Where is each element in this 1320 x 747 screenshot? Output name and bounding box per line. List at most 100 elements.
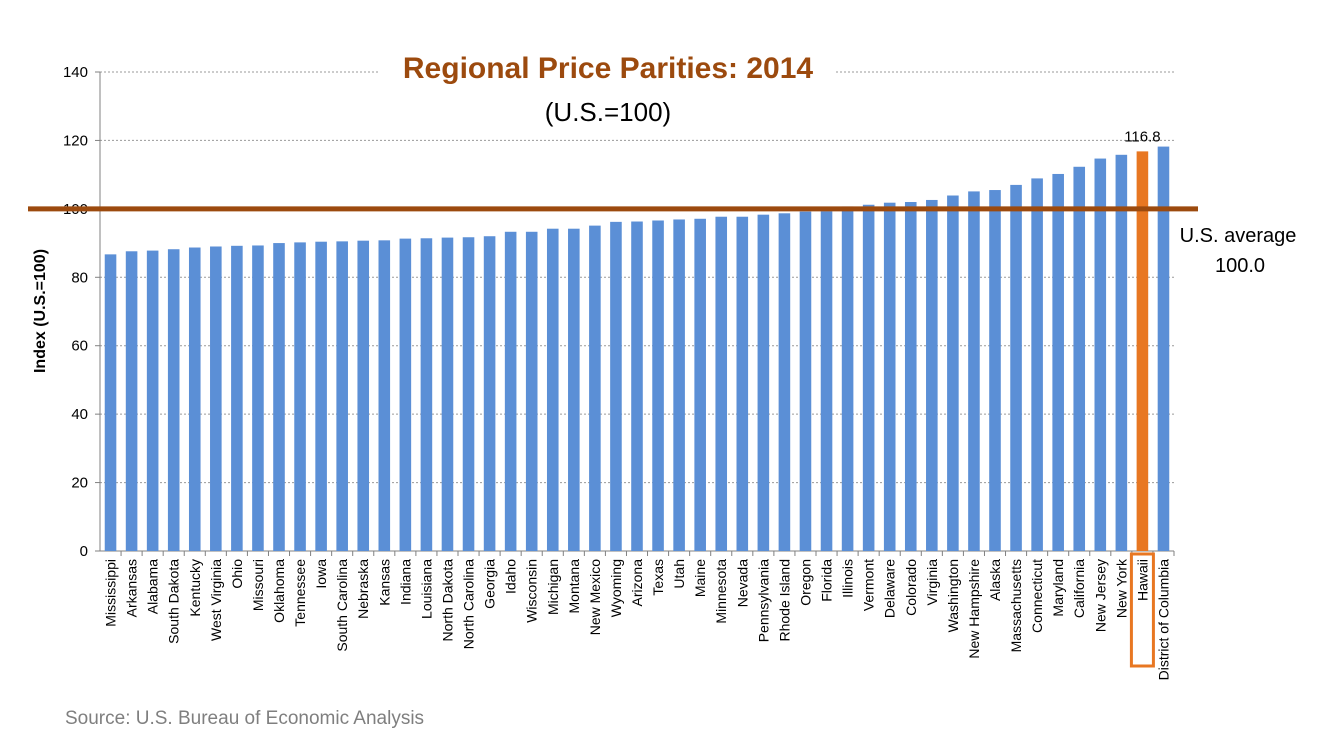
category-label: Idaho [503, 559, 519, 594]
category-label: Maryland [1050, 559, 1066, 617]
category-label: Oklahoma [271, 559, 287, 623]
bar [378, 240, 391, 551]
category-label: North Dakota [439, 559, 455, 642]
bar [715, 216, 728, 551]
category-label: New Jersey [1092, 559, 1108, 632]
highlight-label-box [1129, 552, 1155, 668]
category-label: Missouri [250, 559, 266, 611]
bar [947, 195, 959, 552]
bar [568, 228, 580, 552]
category-label: Illinois [840, 559, 856, 598]
bar [1115, 154, 1128, 551]
us-average-value: 100.0 [1215, 255, 1265, 277]
category-label: South Carolina [334, 559, 350, 652]
bar [631, 221, 643, 552]
bar [778, 213, 791, 551]
category-label: West Virginia [208, 559, 224, 641]
bar [125, 251, 138, 552]
category-label: Arkansas [124, 559, 140, 617]
category-label: Rhode Island [776, 559, 792, 642]
bar [252, 245, 264, 551]
bar [146, 250, 159, 551]
bar [673, 219, 685, 552]
bar [188, 247, 201, 551]
source-note: Source: U.S. Bureau of Economic Analysis [65, 708, 424, 729]
bar [336, 241, 348, 551]
bar [610, 221, 622, 551]
bar [462, 237, 475, 551]
y-tick-label: 120 [63, 132, 88, 149]
bar [420, 238, 433, 551]
category-label: Mississippi [103, 559, 119, 627]
category-label: Utah [671, 559, 687, 589]
chart-subtitle: (U.S.=100) [545, 97, 671, 127]
bar [904, 202, 917, 551]
bar [399, 238, 412, 551]
bar [926, 199, 938, 551]
y-axis-ticks: 020406080100120140 [63, 64, 100, 560]
y-tick-label: 80 [71, 269, 88, 286]
title-backdrop [380, 48, 835, 88]
category-label: California [1071, 559, 1087, 618]
category-label: Texas [650, 559, 666, 596]
category-label: Massachusetts [1008, 559, 1024, 652]
bar [546, 228, 559, 552]
chart-title: Regional Price Parities: 2014 [403, 52, 814, 85]
category-label: Washington [945, 559, 961, 632]
bar [799, 211, 812, 551]
category-label: Minnesota [713, 559, 729, 624]
category-label: Alaska [987, 559, 1003, 601]
us-average-label: U.S. average [1180, 225, 1297, 247]
y-tick-label: 140 [63, 64, 88, 81]
category-label: Colorado [903, 559, 919, 616]
category-label: New York [1113, 558, 1129, 618]
bar [231, 245, 243, 551]
bar [652, 220, 664, 552]
category-label: Nevada [734, 559, 750, 607]
category-label: Tennessee [292, 559, 308, 627]
bar [315, 241, 327, 551]
category-label: Connecticut [1029, 559, 1045, 633]
category-label: New Mexico [587, 559, 603, 635]
category-label: Montana [566, 559, 582, 614]
category-label: South Dakota [166, 559, 182, 644]
category-label: Iowa [313, 559, 329, 589]
bar [483, 236, 496, 551]
bars: 116.8 [104, 128, 1170, 552]
bar [736, 216, 749, 551]
bar [357, 240, 370, 551]
category-label: Delaware [882, 559, 898, 618]
bar-highlighted [1136, 151, 1149, 551]
category-labels: Mississippi Arkansas Alabama South Dakota Ke… [103, 551, 1175, 680]
highlight-value-label: 116.8 [1124, 128, 1160, 145]
bar [862, 204, 875, 551]
category-label: Ohio [229, 559, 245, 589]
bar [1094, 158, 1107, 552]
category-label: Alabama [145, 559, 161, 614]
category-label: Hawaii [1134, 559, 1150, 601]
bar [1157, 146, 1170, 551]
category-label: Pennsylvania [755, 559, 771, 642]
category-label: Arizona [629, 559, 645, 607]
category-label: Virginia [924, 559, 940, 606]
bar [757, 214, 770, 551]
category-label: Georgia [482, 559, 498, 609]
category-label: Indiana [397, 559, 413, 605]
bar [841, 206, 854, 551]
category-label: Vermont [861, 559, 877, 611]
bar [1073, 166, 1086, 552]
bar [589, 225, 601, 552]
bar [525, 231, 538, 552]
category-label: Michigan [545, 559, 561, 615]
bar [1010, 184, 1022, 551]
bar [167, 249, 180, 552]
category-label: Kansas [376, 559, 392, 606]
bar [820, 211, 833, 551]
y-tick-label: 60 [71, 338, 88, 355]
bar [989, 190, 1001, 551]
category-label: Louisiana [418, 559, 434, 619]
category-label: Maine [692, 559, 708, 597]
bar [504, 231, 517, 552]
bar [968, 191, 980, 552]
